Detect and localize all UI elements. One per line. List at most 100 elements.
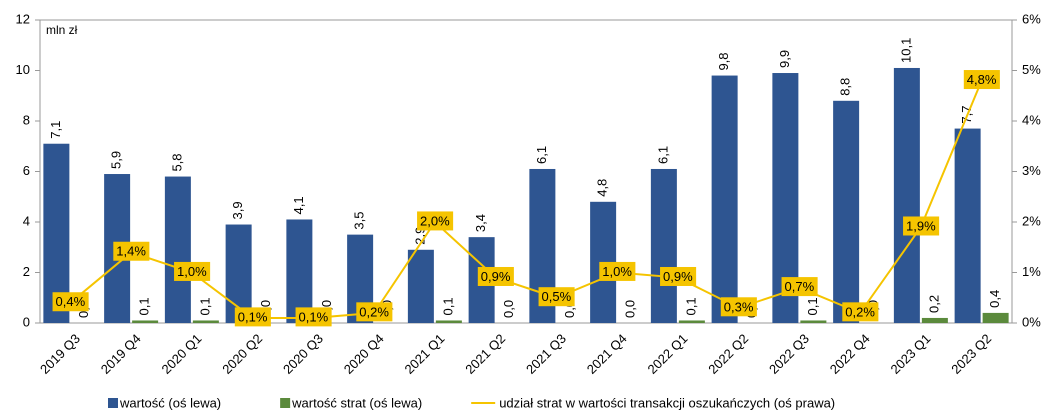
bar-value-label: 9,9 bbox=[777, 50, 792, 68]
x-tick-label: 2020 Q2 bbox=[219, 331, 265, 377]
line-value-text: 0,5% bbox=[542, 289, 572, 304]
line-value-text: 0,2% bbox=[845, 304, 875, 319]
x-tick-label: 2022 Q4 bbox=[827, 331, 873, 377]
line-value-text: 0,7% bbox=[785, 279, 815, 294]
bar-value-label: 0,0 bbox=[623, 300, 638, 318]
x-tick-label: 2020 Q3 bbox=[280, 331, 326, 377]
line-value-label: 2,0% bbox=[417, 211, 454, 231]
label-box bbox=[842, 302, 879, 322]
line-value-label: 0,1% bbox=[295, 307, 332, 327]
label-box bbox=[174, 261, 211, 281]
legend-label: wartość strat (oś lewa) bbox=[291, 395, 422, 410]
line-value-text: 0,4% bbox=[56, 294, 86, 309]
bar bbox=[192, 320, 219, 323]
y2-tick-label: 3% bbox=[1022, 163, 1041, 178]
x-tick-label: 2020 Q1 bbox=[159, 331, 205, 377]
y-axis-label: mln zł bbox=[46, 23, 78, 37]
bar-value-label: 7,1 bbox=[48, 121, 63, 139]
line-value-label: 1,0% bbox=[599, 261, 636, 281]
line-value-text: 0,9% bbox=[481, 269, 511, 284]
line-value-label: 0,1% bbox=[234, 307, 271, 327]
bar bbox=[132, 320, 159, 323]
label-box bbox=[52, 292, 89, 312]
bar-value-label: 8,8 bbox=[838, 78, 853, 96]
y2-tick-label: 4% bbox=[1022, 112, 1041, 127]
x-tick-label: 2021 Q3 bbox=[523, 331, 569, 377]
bar-value-label: 4,8 bbox=[595, 179, 610, 197]
line-value-text: 0,3% bbox=[724, 299, 754, 314]
y-tick-label: 0 bbox=[23, 314, 30, 329]
bar-value-label: 0,1 bbox=[805, 297, 820, 315]
line-value-label: 0,2% bbox=[356, 302, 393, 322]
label-box bbox=[720, 297, 757, 317]
bar bbox=[954, 128, 981, 323]
y2-tick-label: 2% bbox=[1022, 213, 1041, 228]
label-box bbox=[781, 277, 818, 297]
y-tick-label: 12 bbox=[16, 11, 30, 26]
x-tick-label: 2022 Q3 bbox=[766, 331, 812, 377]
line-value-label: 0,4% bbox=[52, 292, 89, 312]
x-tick-label: 2023 Q2 bbox=[948, 331, 994, 377]
x-tick-label: 2021 Q4 bbox=[584, 331, 630, 377]
bar bbox=[678, 320, 705, 323]
line-value-label: 0,9% bbox=[660, 266, 697, 286]
bar bbox=[435, 320, 462, 323]
bar bbox=[650, 168, 677, 323]
x-tick-label: 2022 Q2 bbox=[705, 331, 751, 377]
x-tick-label: 2020 Q4 bbox=[341, 331, 387, 377]
label-box bbox=[113, 241, 150, 261]
line-value-label: 1,0% bbox=[174, 261, 211, 281]
y-tick-label: 10 bbox=[16, 62, 30, 77]
y2-tick-label: 6% bbox=[1022, 11, 1041, 26]
bar-value-label: 6,1 bbox=[655, 146, 670, 164]
label-box bbox=[903, 216, 940, 236]
bar-value-label: 9,8 bbox=[716, 52, 731, 70]
y2-tick-label: 1% bbox=[1022, 264, 1041, 279]
x-tick-label: 2023 Q1 bbox=[888, 331, 934, 377]
bar bbox=[893, 67, 920, 323]
y2-tick-label: 0% bbox=[1022, 314, 1041, 329]
line-value-label: 0,5% bbox=[538, 287, 575, 307]
line-value-label: 0,2% bbox=[842, 302, 879, 322]
label-box bbox=[234, 307, 271, 327]
line-value-text: 0,1% bbox=[238, 309, 268, 324]
line-value-text: 1,0% bbox=[602, 264, 632, 279]
y-tick-label: 2 bbox=[23, 264, 30, 279]
line-value-text: 0,9% bbox=[663, 269, 693, 284]
bar-value-label: 0,1 bbox=[137, 297, 152, 315]
bar bbox=[921, 317, 948, 323]
x-tick-label: 2019 Q3 bbox=[37, 331, 83, 377]
bar bbox=[164, 176, 191, 323]
bar-value-label: 0,1 bbox=[440, 297, 455, 315]
bar bbox=[800, 320, 827, 323]
line-value-label: 0,3% bbox=[720, 297, 757, 317]
legend-label: udział strat w wartości transakcji oszuk… bbox=[499, 395, 835, 410]
label-box bbox=[295, 307, 332, 327]
label-box bbox=[417, 211, 454, 231]
bar-value-label: 0,2 bbox=[926, 295, 941, 313]
label-box bbox=[356, 302, 393, 322]
bar bbox=[711, 75, 738, 323]
bar-value-label: 0,1 bbox=[683, 297, 698, 315]
bar-value-label: 0,0 bbox=[501, 300, 516, 318]
line-value-label: 1,9% bbox=[903, 216, 940, 236]
label-box bbox=[660, 266, 697, 286]
line-value-label: 0,9% bbox=[477, 266, 514, 286]
bar-value-label: 6,1 bbox=[534, 146, 549, 164]
label-box bbox=[538, 287, 575, 307]
label-box bbox=[599, 261, 636, 281]
y2-tick-label: 5% bbox=[1022, 62, 1041, 77]
line-value-text: 4,8% bbox=[967, 72, 997, 87]
y-tick-label: 4 bbox=[23, 213, 30, 228]
legend-label: wartość (oś lewa) bbox=[119, 395, 221, 410]
bar-value-label: 3,4 bbox=[473, 214, 488, 232]
line bbox=[69, 80, 983, 319]
label-box bbox=[477, 266, 514, 286]
x-tick-label: 2021 Q2 bbox=[462, 331, 508, 377]
bar bbox=[833, 100, 860, 323]
bar bbox=[982, 312, 1009, 323]
bar-value-label: 0,1 bbox=[197, 297, 212, 315]
y-tick-label: 8 bbox=[23, 112, 30, 127]
bar-value-label: 5,8 bbox=[169, 153, 184, 171]
